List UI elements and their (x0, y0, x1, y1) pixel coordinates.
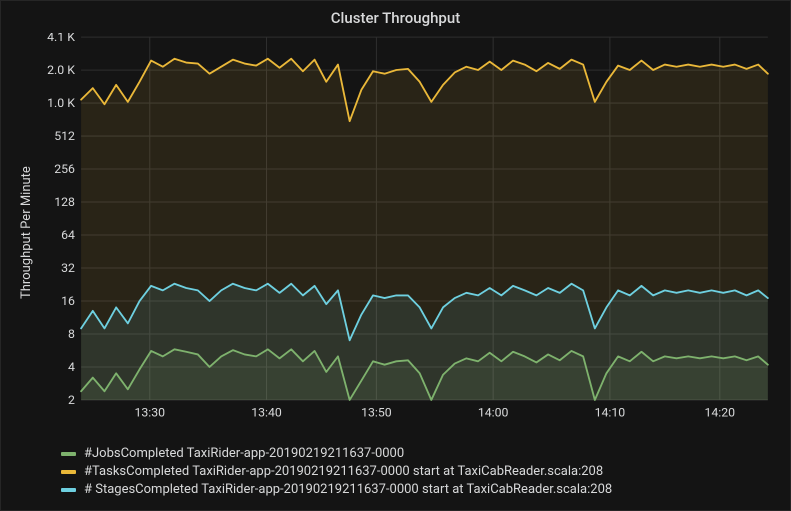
svg-text:14:10: 14:10 (595, 406, 626, 420)
svg-text:8: 8 (68, 328, 75, 342)
svg-text:64: 64 (61, 229, 75, 243)
legend-item-tasks[interactable]: #TasksCompleted TaxiRider-app-2019021921… (61, 464, 774, 479)
chart-title: Cluster Throughput (17, 9, 774, 27)
svg-text:13:50: 13:50 (361, 406, 392, 420)
svg-text:4.1 K: 4.1 K (47, 33, 75, 45)
svg-text:2.0 K: 2.0 K (47, 64, 75, 78)
legend-label: #TasksCompleted TaxiRider-app-2019021921… (84, 464, 603, 479)
legend-swatch-icon (61, 452, 76, 456)
svg-text:16: 16 (61, 295, 75, 309)
svg-text:128: 128 (54, 196, 75, 210)
chart-body: Throughput Per Minute 2 4 8 16 32 64 128 256 512… (17, 33, 774, 433)
svg-text:32: 32 (61, 262, 75, 276)
plot-area[interactable]: 2 4 8 16 32 64 128 256 512 1.0 K 2.0 K 4.1 K 13:30 13… (36, 33, 774, 433)
plot-column: 2 4 8 16 32 64 128 256 512 1.0 K 2.0 K 4.1 K 13:30 13… (36, 33, 774, 433)
legend: #JobsCompleted TaxiRider-app-20190219211… (17, 433, 774, 500)
legend-label: #JobsCompleted TaxiRider-app-20190219211… (84, 446, 404, 461)
svg-text:2: 2 (68, 394, 75, 408)
svg-text:512: 512 (54, 130, 75, 144)
legend-item-stages[interactable]: # StagesCompleted TaxiRider-app-20190219… (61, 482, 774, 497)
legend-swatch-icon (61, 488, 76, 492)
throughput-chart-panel: Cluster Throughput Throughput Per Minute… (0, 0, 791, 511)
svg-text:13:40: 13:40 (251, 406, 282, 420)
svg-text:14:00: 14:00 (478, 406, 509, 420)
y-axis-label: Throughput Per Minute (17, 33, 36, 433)
chart-svg: 2 4 8 16 32 64 128 256 512 1.0 K 2.0 K 4.1 K 13:30 13… (36, 33, 774, 423)
legend-swatch-icon (61, 470, 76, 474)
svg-text:1.0 K: 1.0 K (47, 97, 75, 111)
svg-text:13:30: 13:30 (134, 406, 165, 420)
svg-text:4: 4 (68, 361, 75, 375)
legend-item-jobs[interactable]: #JobsCompleted TaxiRider-app-20190219211… (61, 446, 774, 461)
legend-label: # StagesCompleted TaxiRider-app-20190219… (84, 482, 612, 497)
svg-text:14:20: 14:20 (704, 406, 735, 420)
svg-text:256: 256 (54, 163, 75, 177)
